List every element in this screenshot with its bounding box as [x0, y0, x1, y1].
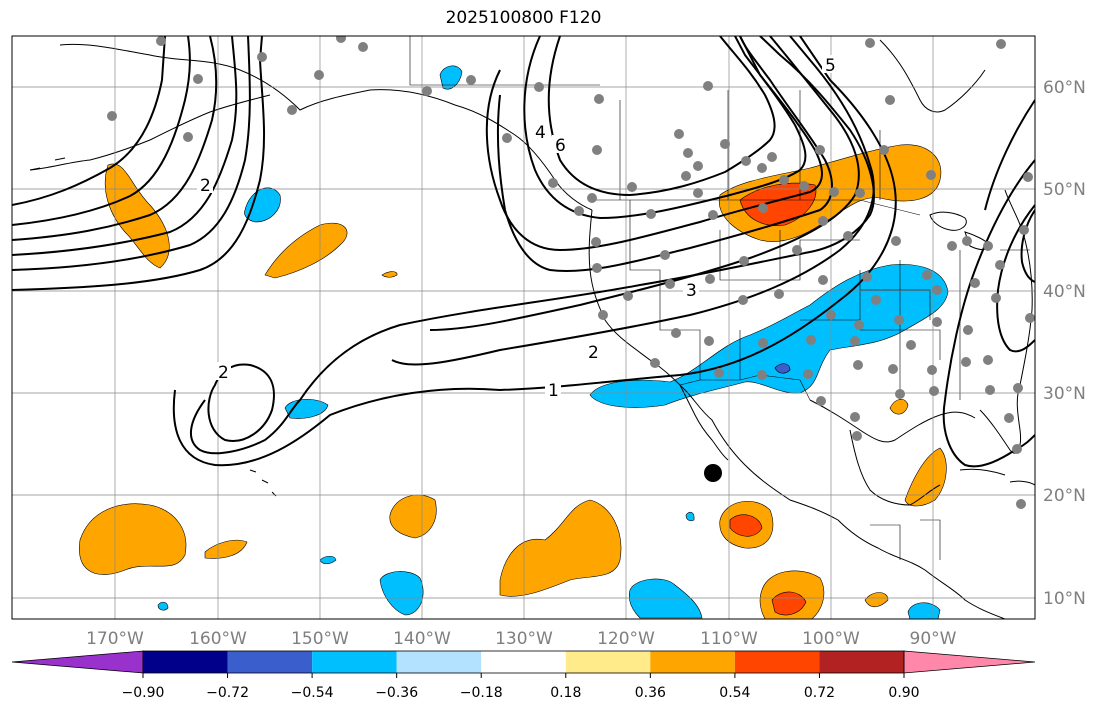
- lon-label: 130°W: [495, 629, 553, 649]
- contour-label: 6: [555, 136, 566, 156]
- negative-anomaly: [907, 602, 941, 619]
- lon-label: 120°W: [597, 629, 655, 649]
- colorbar-swatch: [565, 651, 651, 673]
- strong-negative-anomaly: [774, 363, 791, 374]
- colorbar-tick-label: 0.54: [719, 685, 750, 701]
- colorbar-swatch: [819, 651, 904, 673]
- lon-label: 100°W: [802, 629, 860, 649]
- colorbar-swatch: [143, 651, 228, 673]
- colorbar-swatch: [650, 651, 735, 673]
- lon-label: 90°W: [910, 629, 957, 649]
- colorbar-tick-label: 0.36: [635, 685, 666, 701]
- colorbar-swatch: [734, 651, 820, 673]
- map-frame: [11, 35, 1036, 620]
- longitude-labels: 170°W 160°W 150°W 140°W 130°W 120°W 110°…: [86, 629, 957, 649]
- contour-labels: 1 2 2 2 3 4 5 6: [197, 55, 838, 401]
- colorbar-swatch: [227, 651, 313, 673]
- positive-anomaly: [381, 271, 398, 278]
- lon-label: 170°W: [86, 629, 144, 649]
- positive-anomaly: [499, 499, 622, 597]
- lat-label: 30°N: [1043, 384, 1086, 404]
- colorbar-swatch: [312, 651, 397, 673]
- lon-label: 140°W: [393, 629, 451, 649]
- colorbar-tick-label: −0.90: [122, 685, 165, 701]
- positive-anomaly: [904, 447, 947, 507]
- lon-label: 160°W: [189, 629, 247, 649]
- contour-label: 3: [686, 281, 697, 301]
- lat-label: 40°N: [1043, 282, 1086, 302]
- negative-anomaly: [685, 511, 695, 522]
- colorbar-tick-label: −0.36: [375, 685, 418, 701]
- colorbar-tick-label: −0.72: [206, 685, 249, 701]
- positive-anomaly: [389, 494, 437, 539]
- strong-positive-anomaly: [729, 514, 763, 537]
- contour-label: 2: [588, 343, 599, 363]
- contour-label: 1: [548, 381, 559, 401]
- contour-label: 4: [535, 123, 546, 143]
- colorbar-tick-label: 0.18: [550, 685, 581, 701]
- negative-anomaly: [379, 571, 424, 616]
- latitude-labels: 60°N 50°N 40°N 30°N 20°N 10°N: [1043, 78, 1086, 609]
- colorbar-tick-label: 0.72: [804, 685, 835, 701]
- colorbar-extend-high: [903, 650, 1036, 674]
- positive-anomaly: [104, 163, 170, 269]
- colorbar-extend-low: [11, 650, 144, 674]
- positive-anomaly: [889, 399, 909, 415]
- lon-label: 110°W: [700, 629, 758, 649]
- lon-label: 150°W: [291, 629, 349, 649]
- colorbar-tick-label: −0.54: [291, 685, 334, 701]
- plot-title: 2025100800 F120: [445, 8, 602, 28]
- negative-anomaly: [244, 187, 281, 223]
- strong-positive-anomaly: [739, 182, 817, 226]
- stations: [107, 36, 1035, 509]
- highlight-point: [704, 464, 722, 482]
- colorbar-swatch: [481, 651, 566, 673]
- positive-anomaly: [264, 223, 348, 279]
- colorbar-tick-label: −0.18: [460, 685, 503, 701]
- contour-label: 2: [218, 363, 229, 383]
- contour-label: 2: [200, 176, 211, 196]
- graticule: [12, 36, 1035, 619]
- colorbar: −0.90 −0.72 −0.54 −0.36 −0.18 0.18 0.36 0.54 0.7…: [11, 650, 1036, 701]
- negative-anomaly: [319, 555, 337, 565]
- lat-label: 60°N: [1043, 78, 1086, 98]
- colorbar-tick-label: 0.90: [888, 685, 919, 701]
- positive-anomaly: [79, 503, 187, 575]
- positive-anomaly: [204, 539, 248, 559]
- negative-anomaly: [439, 65, 463, 90]
- positive-anomaly: [864, 592, 889, 608]
- colorbar-swatch: [396, 651, 482, 673]
- lat-label: 10°N: [1043, 589, 1086, 609]
- negative-anomaly: [629, 578, 703, 619]
- lat-label: 20°N: [1043, 486, 1086, 506]
- contour-label: 5: [825, 56, 836, 76]
- colorbar-outline: [142, 650, 905, 674]
- negative-anomaly: [157, 601, 169, 611]
- lat-label: 50°N: [1043, 180, 1086, 200]
